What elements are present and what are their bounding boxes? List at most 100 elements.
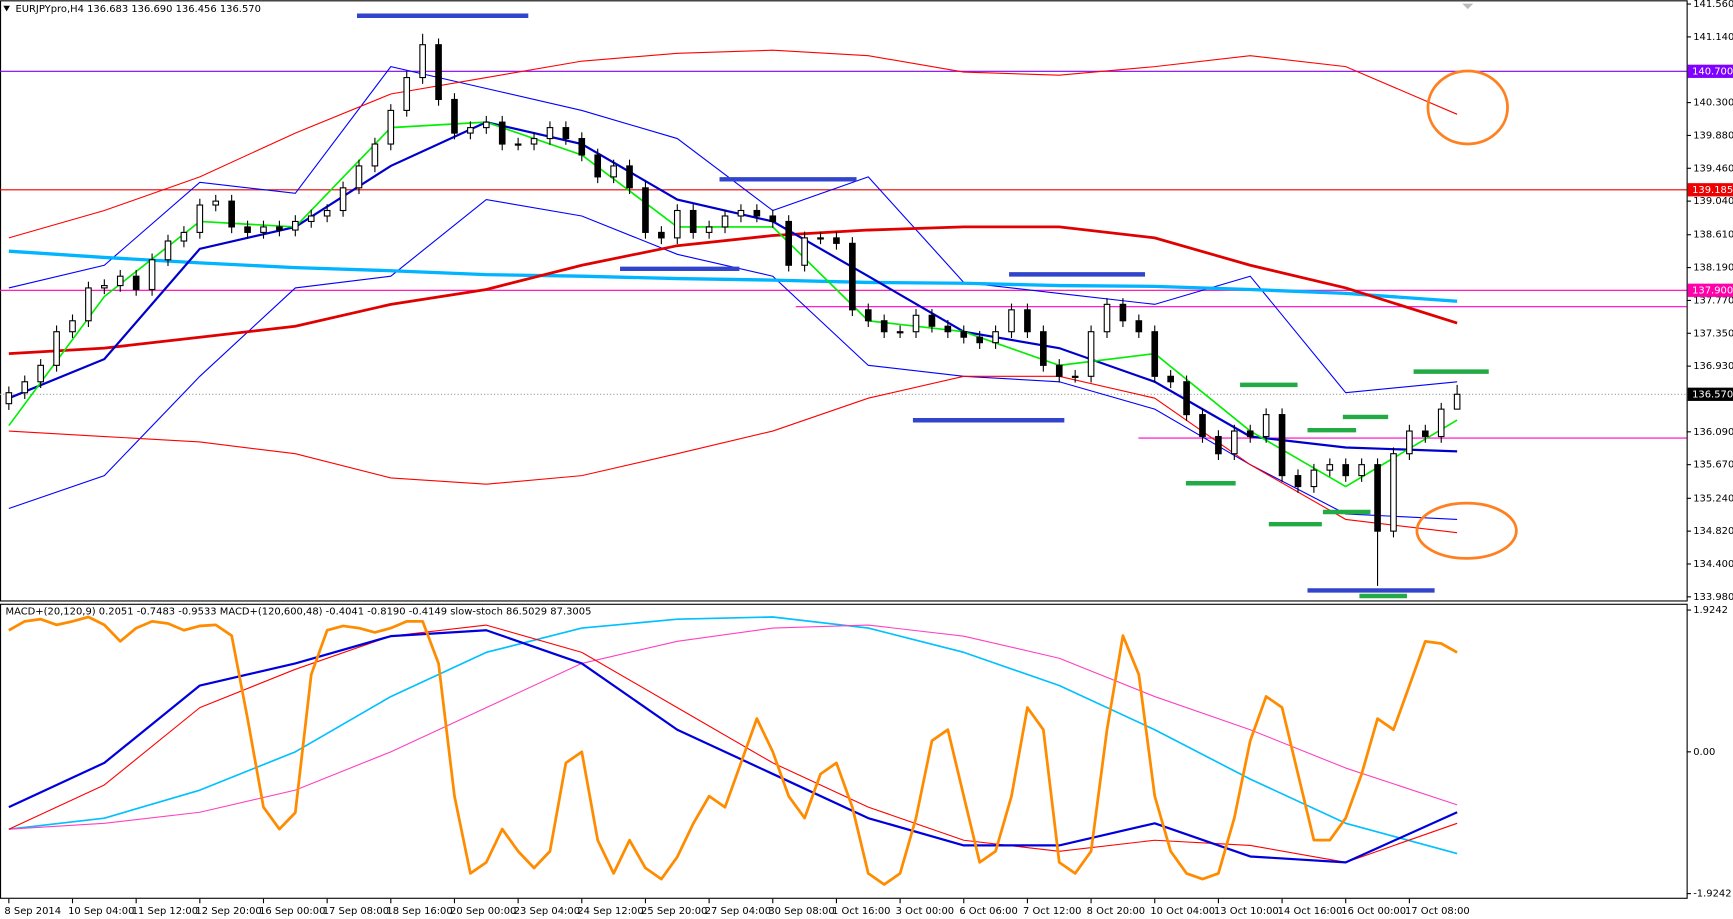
price-level-box	[1687, 183, 1733, 197]
candle-body	[785, 220, 793, 266]
y-tick-label: -1.9242	[1693, 889, 1731, 900]
candle-body	[1231, 430, 1238, 455]
candle-body	[101, 285, 108, 289]
x-tick-label: 1 Oct 16:00	[832, 906, 890, 917]
x-tick-label: 13 Oct 10:00	[1214, 906, 1279, 917]
candle-body	[578, 138, 586, 156]
candle-body	[85, 287, 92, 322]
candle-body	[5, 392, 13, 405]
candle-body	[1246, 430, 1254, 438]
candle-body	[642, 187, 649, 233]
candle-body	[1103, 303, 1111, 333]
y-tick-label: 135.670	[1693, 460, 1733, 471]
y-tick-label: 138.190	[1693, 263, 1733, 274]
candle-body	[276, 226, 283, 231]
shift-marker	[1462, 3, 1474, 10]
indicator-line	[8, 65, 1458, 394]
candle-body	[849, 242, 856, 311]
candle-body	[769, 215, 777, 223]
annotations	[356, 13, 1518, 599]
candle-body	[387, 109, 395, 145]
candle-body	[721, 215, 729, 228]
y-tick-label: 138.610	[1693, 230, 1733, 241]
x-tick-label: 7 Oct 12:00	[1023, 906, 1081, 917]
price-level-box	[1687, 387, 1733, 401]
candle-body	[244, 226, 251, 233]
candle-body	[21, 381, 29, 394]
candle-body	[1199, 414, 1206, 438]
candle-body	[228, 200, 235, 228]
indicator-line	[8, 49, 1458, 239]
price-level-label: 137.900	[1692, 285, 1733, 296]
x-tick-label: 27 Sep 04:00	[705, 906, 771, 917]
y-tick-label: 139.880	[1693, 130, 1733, 141]
x-tick-label: 10 Sep 04:00	[68, 906, 134, 917]
y-tick-label: 136.930	[1693, 361, 1733, 372]
x-tick-label: 14 Oct 16:00	[1278, 906, 1343, 917]
candle-body	[435, 44, 442, 101]
y-tick-label: 136.090	[1693, 427, 1733, 438]
candle-body	[992, 331, 999, 344]
candle-body	[1294, 475, 1302, 488]
candle-body	[1151, 331, 1159, 377]
menu-arrow[interactable]	[3, 5, 10, 12]
candle-body	[323, 209, 331, 217]
candle-body	[467, 127, 474, 134]
y-tick-label: 139.040	[1693, 196, 1733, 207]
candle-body	[148, 259, 156, 291]
candle-body	[960, 331, 968, 338]
candle-body	[546, 127, 554, 140]
candle-body	[355, 165, 363, 189]
indicator-line	[8, 624, 1458, 830]
y-tick-label: 141.140	[1693, 32, 1733, 43]
candle-body	[912, 314, 920, 333]
candle-body	[530, 138, 538, 145]
candle-body	[53, 331, 60, 366]
candle-body	[371, 143, 379, 167]
candle-body	[626, 165, 633, 189]
candle-body	[514, 143, 522, 146]
candle-body	[1183, 381, 1190, 416]
candle-body	[1406, 430, 1413, 455]
candle-body	[1167, 375, 1174, 383]
x-tick-label: 3 Oct 00:00	[896, 906, 954, 917]
x-tick-label: 8 Sep 2014	[4, 906, 61, 917]
candle-body	[658, 231, 665, 239]
price-level-label: 139.185	[1692, 185, 1733, 196]
candle-body	[1278, 414, 1286, 477]
x-tick-label: 10 Oct 04:00	[1150, 906, 1215, 917]
x-tick-label: 6 Oct 06:00	[959, 906, 1017, 917]
candle-body	[1119, 303, 1127, 322]
indicator-header: MACD+(20,120,9) 0.2051 -0.7483 -0.9533 M…	[6, 606, 592, 617]
y-tick-label: 137.350	[1693, 328, 1733, 339]
candle-body	[562, 127, 570, 140]
candle-body	[180, 231, 188, 242]
y-tick-label: 135.240	[1693, 493, 1733, 504]
candle-body	[864, 309, 872, 322]
x-tick-label: 20 Sep 00:00	[450, 906, 516, 917]
price-level-label: 136.570	[1692, 389, 1733, 400]
y-tick-label: 0.00	[1693, 747, 1715, 758]
x-tick-label: 11 Sep 12:00	[132, 906, 198, 917]
candle-body	[419, 44, 426, 79]
candle-body	[705, 226, 713, 233]
x-tick-label: 25 Sep 20:00	[641, 906, 707, 917]
candle-body	[1215, 435, 1222, 455]
y-tick-label: 134.400	[1693, 559, 1733, 570]
x-tick-label: 24 Sep 12:00	[577, 906, 643, 917]
candle-body	[116, 275, 124, 287]
candle-body	[801, 237, 808, 266]
candle-body	[339, 187, 347, 212]
candle-body	[1358, 464, 1365, 477]
candle-body	[1437, 408, 1445, 438]
candle-body	[403, 77, 411, 111]
indicator-line	[8, 616, 1458, 855]
indicator-line	[8, 615, 1458, 886]
candle-body	[1262, 414, 1270, 438]
candle-body	[1421, 430, 1429, 438]
candle-body	[164, 240, 172, 261]
indicator-line	[8, 249, 1458, 303]
x-tick-label: 30 Sep 08:00	[768, 906, 834, 917]
y-tick-label: 1.9242	[1693, 605, 1728, 616]
